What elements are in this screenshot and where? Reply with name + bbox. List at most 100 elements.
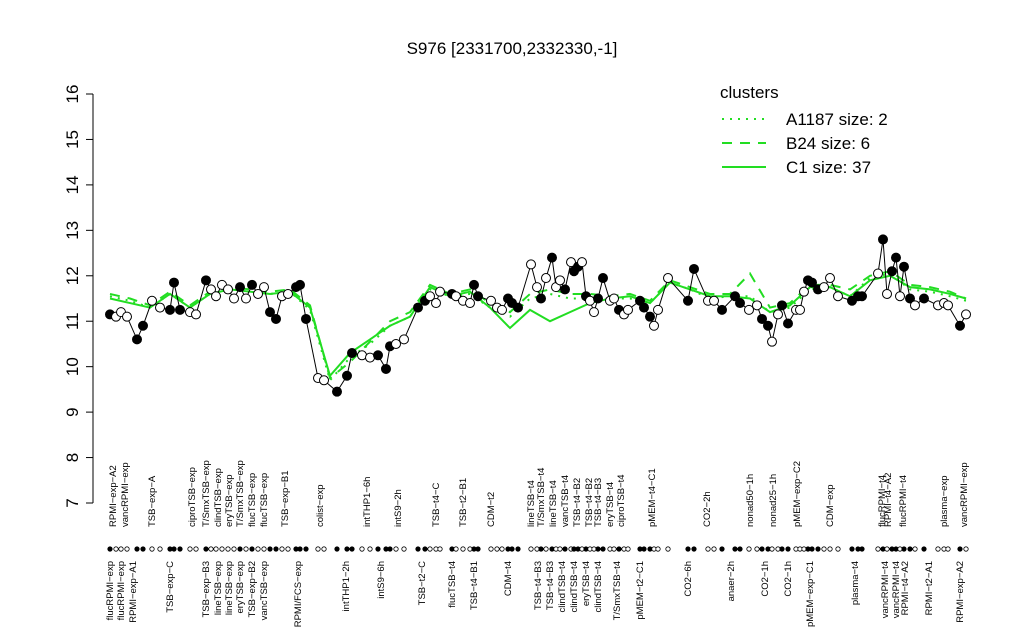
point [247, 279, 257, 290]
chart-title: S976 [2331700,2332330,-1] [407, 39, 618, 58]
rug-dot [243, 546, 249, 552]
rug-dot [208, 546, 214, 552]
point [473, 291, 483, 302]
rug-dot [255, 546, 261, 552]
point [435, 286, 445, 297]
rug-dot [827, 546, 833, 552]
top-label: TSB−t4−C [431, 483, 442, 527]
point [919, 293, 929, 304]
rug-dot [884, 546, 890, 552]
bottom-label: TSB−t4−B3 [545, 561, 556, 610]
top-label: RPMI−exp−A2 [108, 465, 119, 527]
bottom-label: pMEM−t2−C1 [635, 561, 646, 620]
point [555, 275, 565, 286]
legend-label: B24 size: 6 [786, 134, 870, 153]
point [532, 282, 542, 293]
top-label: T/SmxTSB−exp [201, 460, 212, 527]
rug-dot [140, 546, 146, 552]
rug-dot [815, 546, 821, 552]
point [773, 309, 783, 320]
bottom-label: eryTSB−t4 [581, 561, 592, 606]
rug-dot [113, 546, 119, 552]
point [271, 313, 281, 324]
point [465, 298, 475, 309]
rug-dot [134, 546, 140, 552]
rug-dot [321, 546, 327, 552]
top-label: CDM−t2 [486, 492, 497, 527]
top-label: vancRPMI−exp [120, 462, 131, 527]
bottom-label: flucRPMI−exp [105, 561, 116, 620]
y-tick-label: 12 [63, 266, 82, 285]
top-label: lineTSB−t4 [548, 480, 559, 527]
point [283, 288, 293, 299]
bottom-label: clindTSB−t4 [569, 561, 580, 613]
point [319, 375, 329, 386]
y-tick-label: 7 [63, 498, 82, 507]
rug-dot [315, 546, 321, 552]
point [799, 286, 809, 297]
bottom-label: CO2−1h [760, 561, 771, 597]
top-label: plasma−exp [939, 476, 950, 528]
y-tick-label: 9 [63, 407, 82, 416]
top-label: eryTSB−exp [224, 474, 235, 527]
point [547, 252, 557, 263]
bottom-label: clindTSB−t4 [557, 561, 568, 613]
point [165, 304, 175, 315]
top-label: T/SmxTSB−t4 [536, 468, 547, 527]
rug-dot [705, 546, 711, 552]
rug-dot [957, 546, 963, 552]
rug-dot [611, 546, 617, 552]
point [744, 304, 754, 315]
bottom-label: T/SmxTSB−t4 [612, 561, 623, 620]
point [223, 284, 233, 295]
top-label: intTHP1−6h [362, 477, 373, 527]
point [253, 288, 263, 299]
point [819, 282, 829, 293]
rug-dot [177, 546, 183, 552]
bottom-label: TSB−t4−B3 [533, 561, 544, 610]
point [201, 275, 211, 286]
rug-dot [187, 546, 193, 552]
point [122, 311, 132, 322]
top-label: colist−exp [315, 484, 326, 527]
rug-dot [746, 546, 752, 552]
rug-dot [349, 546, 355, 552]
bottom-label: vancRPMI−t4 [880, 561, 891, 618]
top-label: flucRPMI−t4 [898, 475, 909, 527]
bottom-label: TSB−exp−C [165, 561, 176, 613]
point [882, 288, 892, 299]
rug-dot [769, 546, 775, 552]
point [347, 348, 357, 359]
rug-dot [754, 546, 760, 552]
rug-dot [415, 546, 421, 552]
point [873, 268, 883, 279]
rug-dot [149, 546, 155, 552]
point [807, 277, 817, 288]
top-label: pMEM−exp−C2 [792, 461, 803, 527]
rug-dot [285, 546, 291, 552]
rug-dot [875, 546, 881, 552]
point [536, 293, 546, 304]
point [730, 291, 740, 302]
point [663, 273, 673, 284]
top-label: intS9−2h [393, 489, 404, 527]
rug-dot [685, 546, 691, 552]
point [469, 279, 479, 290]
rug-dot [719, 546, 725, 552]
rug-dot [213, 546, 219, 552]
rug-dot [759, 546, 765, 552]
point [381, 363, 391, 374]
bottom-label: eryTSB−exp [235, 561, 246, 614]
point [301, 313, 311, 324]
rug-dot [538, 546, 544, 552]
y-tick-label: 8 [63, 453, 82, 462]
bottom-label: intTHP1−2h [341, 561, 352, 611]
rug-dot [375, 546, 381, 552]
point [155, 302, 165, 313]
point [541, 273, 551, 284]
top-label: TSB−t4−B2 [572, 478, 583, 527]
top-label: TSB−exp−A [147, 475, 158, 527]
point [211, 291, 221, 302]
point [399, 334, 409, 345]
rug-dot [809, 546, 815, 552]
